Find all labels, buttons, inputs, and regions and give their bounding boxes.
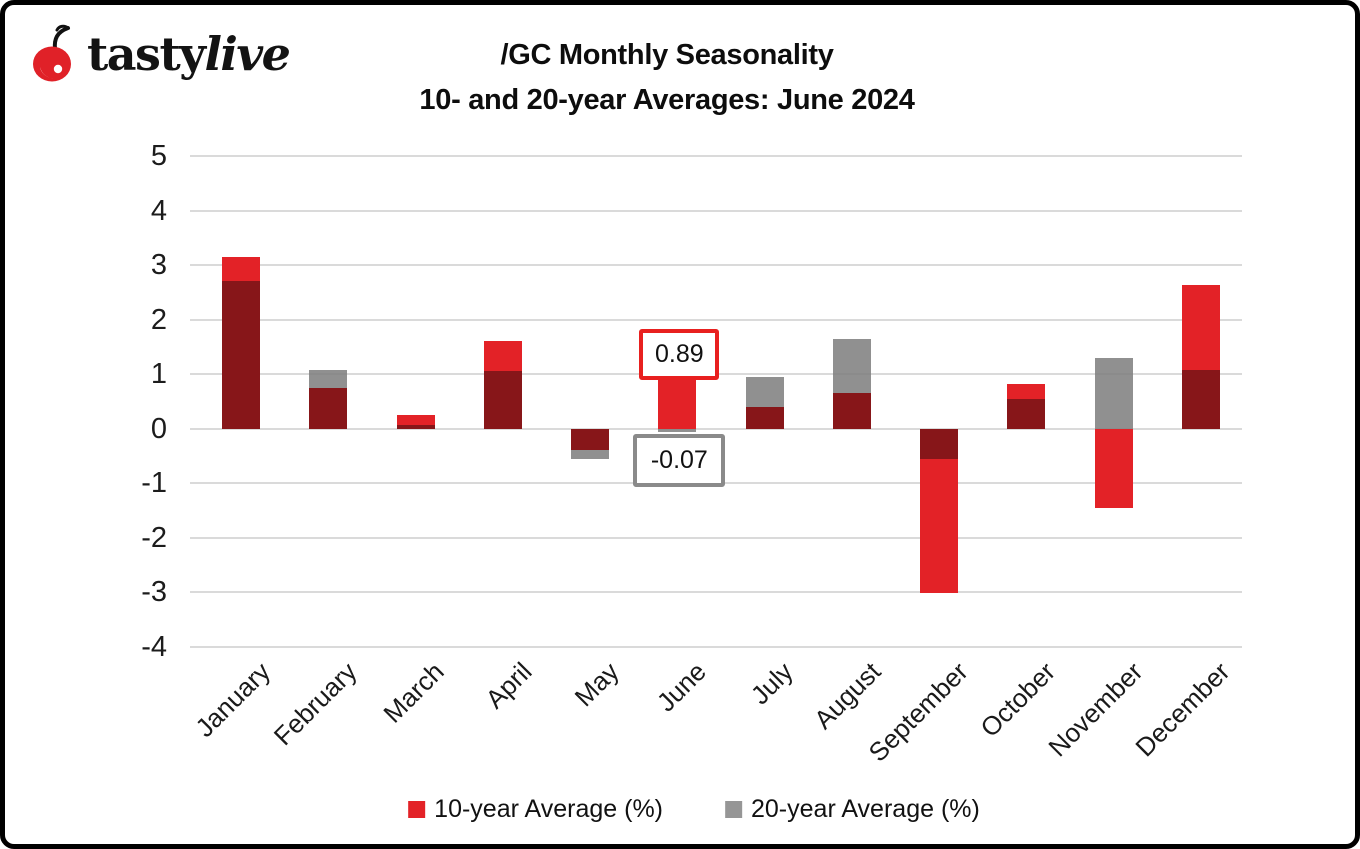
bar-segment-red [658, 380, 697, 429]
bar-segment-gray [658, 428, 697, 433]
gridline [190, 318, 1242, 321]
bar-segment-gray [309, 369, 348, 388]
legend-item: 20-year Average (%) [725, 795, 980, 824]
chart-titles: /GC Monthly Seasonality 10- and 20-year … [419, 33, 914, 123]
ytick-label: 2 [150, 303, 167, 336]
gridline [190, 645, 1242, 648]
ytick-label: -1 [141, 467, 167, 500]
plot-area: January February March April May June July Augu… [189, 155, 1242, 767]
bar-segment-red [1094, 428, 1133, 508]
gridline [190, 155, 1242, 158]
month-label: October [974, 655, 1061, 743]
legend-label: 20-year Average (%) [751, 795, 980, 823]
bar-segment-gray [1094, 357, 1133, 429]
ytick-label: 1 [150, 358, 167, 391]
gridline [190, 427, 1242, 430]
bar-segment-gray [745, 376, 784, 407]
ytick-label: -4 [141, 630, 167, 663]
chart-subtitle: 10- and 20-year Averages: June 2024 [419, 84, 915, 116]
bar-segment-maroon [1181, 370, 1220, 429]
ytick-label: 3 [150, 249, 167, 282]
ytick-label: 0 [150, 412, 167, 445]
cherry-icon [33, 24, 71, 82]
month-label: August [807, 655, 887, 735]
ytick-label: 5 [150, 140, 167, 173]
month-label: November [1042, 655, 1149, 762]
legend-label: 10-year Average (%) [434, 795, 663, 823]
annotation-callout: -0.07 [633, 434, 726, 488]
bar-segment-gray [832, 338, 871, 394]
month-label: January [188, 655, 276, 743]
gridline [190, 264, 1242, 267]
logo-word-live: live [204, 27, 290, 81]
bar-segment-red [483, 341, 522, 372]
legend: 10-year Average (%) 20-year Average (%) [408, 795, 980, 824]
bar-segment-red [222, 256, 260, 282]
bar-segment-red [396, 414, 435, 425]
bar-segment-maroon [396, 424, 435, 429]
legend-item: 10-year Average (%) [408, 795, 663, 824]
gridline [190, 209, 1242, 212]
bar-segment-maroon [309, 387, 348, 429]
bar-segment-maroon [571, 428, 610, 451]
legend-swatch [725, 801, 742, 818]
bar-segment-maroon [745, 406, 784, 429]
bar-segment-maroon [483, 371, 522, 429]
month-label: April [479, 655, 538, 714]
month-label: July [745, 655, 800, 710]
ytick-label: -2 [141, 521, 167, 554]
gridline [190, 591, 1242, 594]
month-label: December [1129, 655, 1236, 762]
tastylive-logo: tastylive [27, 23, 291, 85]
bar-segment-red [1007, 383, 1046, 399]
bar-segment-maroon [832, 393, 871, 429]
logo-word-tasty: tasty [87, 27, 206, 81]
gridline [190, 536, 1242, 539]
bar-segment-gray [571, 450, 610, 459]
bar-segment-red [1181, 285, 1220, 371]
ytick-label: -3 [141, 576, 167, 609]
logo-wordmark: tastylive [87, 31, 291, 77]
bar-segment-maroon [1007, 398, 1046, 429]
bar-segment-maroon [920, 428, 959, 459]
month-label: March [377, 655, 451, 729]
bar-segment-red [920, 458, 959, 594]
annotation-callout: 0.89 [639, 329, 720, 381]
legend-swatch [408, 801, 426, 818]
month-label: February [268, 655, 363, 751]
ytick-label: 4 [150, 194, 167, 227]
month-label: May [568, 655, 625, 712]
bar-segment-maroon [222, 281, 260, 429]
chart-title: /GC Monthly Seasonality [500, 39, 834, 71]
month-label: June [650, 655, 712, 717]
